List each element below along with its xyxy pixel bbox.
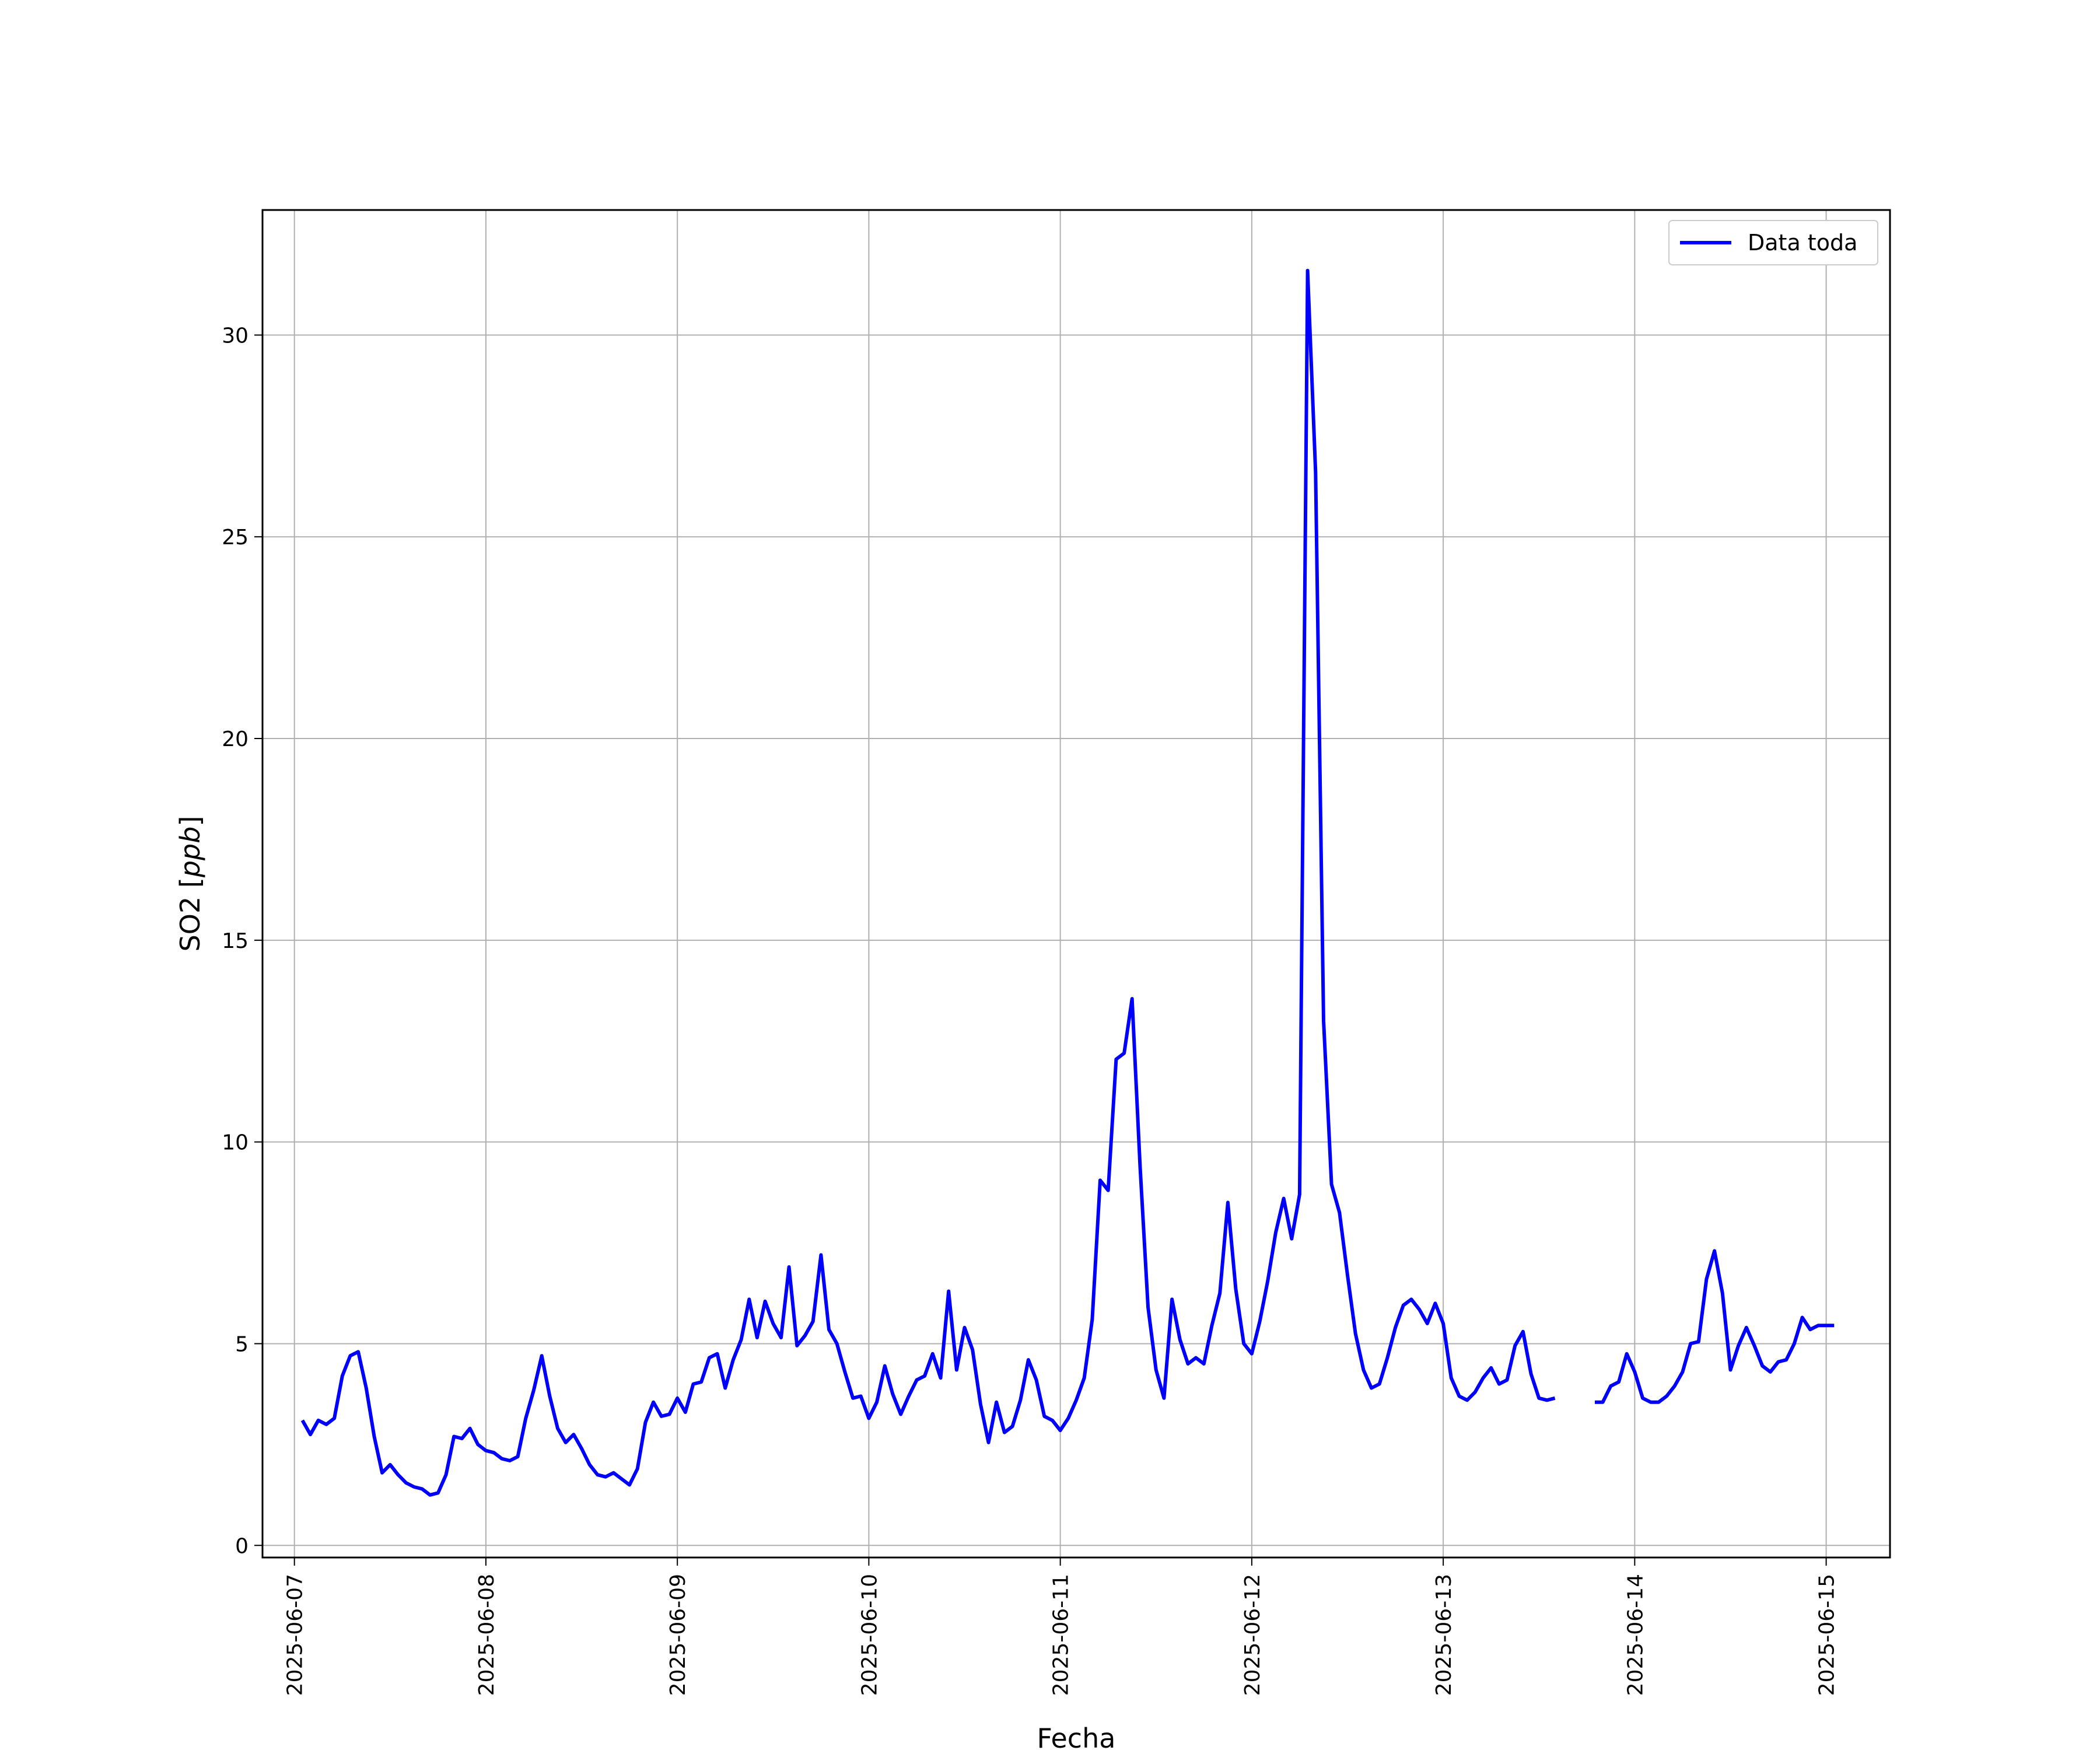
data-series: [300, 268, 1835, 1497]
x-axis-title: Fecha: [1037, 1723, 1116, 1750]
y-tick-label: 5: [235, 1332, 249, 1356]
y-axis: 0 5 10 15 20 25 30: [222, 324, 262, 1558]
y-tick-label: 10: [222, 1131, 249, 1155]
series-line-segment: [1595, 1249, 1835, 1404]
plot-area: [262, 210, 1890, 1558]
x-tick-label: 2025-06-08: [475, 1574, 499, 1696]
y-tick-label: 20: [222, 727, 249, 751]
y-tick-label: 0: [235, 1534, 249, 1558]
x-tick-label: 2025-06-15: [1815, 1574, 1839, 1696]
x-tick-label: 2025-06-10: [858, 1574, 881, 1696]
x-tick-label: 2025-06-13: [1432, 1574, 1456, 1696]
series-line-segment: [300, 268, 1556, 1497]
x-tick-label: 2025-06-11: [1049, 1574, 1073, 1696]
y-tick-label: 15: [222, 929, 249, 953]
x-tick-label: 2025-06-07: [284, 1574, 307, 1696]
grid: [262, 210, 1890, 1558]
y-axis-title: SO2 [ppb]: [174, 816, 206, 952]
legend-box: [1668, 220, 1878, 265]
y-tick-label: 30: [222, 324, 249, 348]
plot-frame: [261, 209, 1891, 1559]
x-tick-label: 2025-06-09: [666, 1574, 690, 1696]
x-tick-label: 2025-06-12: [1241, 1574, 1265, 1696]
legend-label: Data toda: [1748, 230, 1857, 256]
y-tick-label: 25: [222, 526, 249, 550]
x-axis: 2025-06-07 2025-06-08 2025-06-09 2025-06-10…: [284, 1558, 1839, 1696]
legend: Data toda: [1668, 220, 1878, 265]
x-tick-label: 2025-06-14: [1623, 1574, 1647, 1696]
